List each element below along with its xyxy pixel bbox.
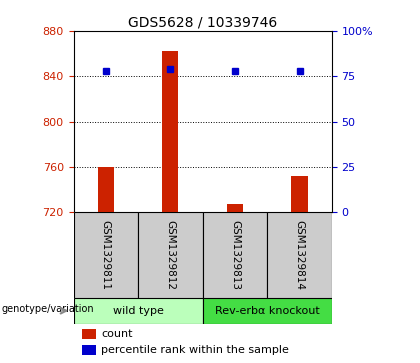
Bar [291, 176, 307, 212]
Text: percentile rank within the sample: percentile rank within the sample [101, 345, 289, 355]
Text: wild type: wild type [113, 306, 163, 316]
Bar [227, 204, 243, 212]
Title: GDS5628 / 10339746: GDS5628 / 10339746 [128, 16, 277, 30]
Text: GSM1329812: GSM1329812 [165, 220, 176, 290]
Bar [203, 212, 267, 298]
Bar [267, 212, 332, 298]
Bar [162, 51, 178, 212]
Bar [98, 167, 114, 212]
Text: count: count [101, 329, 133, 339]
Bar [203, 298, 332, 324]
Text: GSM1329813: GSM1329813 [230, 220, 240, 290]
Bar [74, 298, 203, 324]
Bar [74, 212, 138, 298]
Text: GSM1329814: GSM1329814 [294, 220, 304, 290]
Bar [82, 345, 96, 355]
Bar [82, 329, 96, 339]
Text: GSM1329811: GSM1329811 [101, 220, 111, 290]
Text: Rev-erbα knockout: Rev-erbα knockout [215, 306, 320, 316]
Text: genotype/variation: genotype/variation [2, 305, 94, 314]
Bar [138, 212, 202, 298]
